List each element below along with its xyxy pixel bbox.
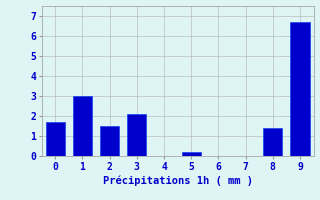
Bar [263,128,282,156]
Bar [73,96,92,156]
Bar [127,114,146,156]
Bar [100,126,119,156]
Bar [46,122,65,156]
Bar [291,22,309,156]
Bar [182,152,201,156]
X-axis label: Précipitations 1h ( mm ): Précipitations 1h ( mm ) [103,176,252,186]
